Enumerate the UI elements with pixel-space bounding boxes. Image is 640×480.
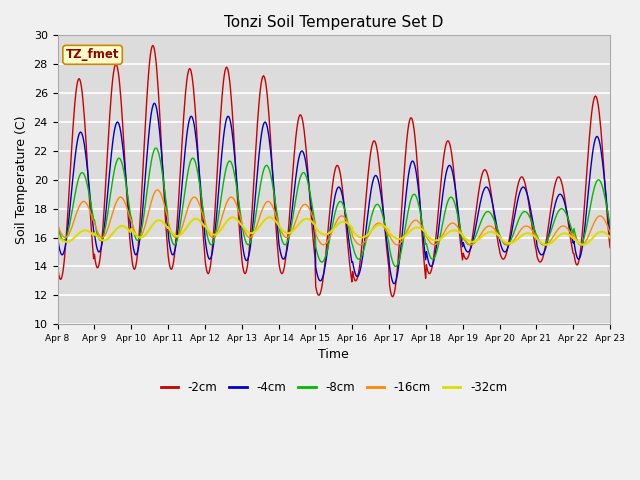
- X-axis label: Time: Time: [319, 348, 349, 361]
- Text: TZ_fmet: TZ_fmet: [66, 48, 119, 61]
- Y-axis label: Soil Temperature (C): Soil Temperature (C): [15, 116, 28, 244]
- Title: Tonzi Soil Temperature Set D: Tonzi Soil Temperature Set D: [224, 15, 444, 30]
- Legend: -2cm, -4cm, -8cm, -16cm, -32cm: -2cm, -4cm, -8cm, -16cm, -32cm: [156, 377, 512, 399]
